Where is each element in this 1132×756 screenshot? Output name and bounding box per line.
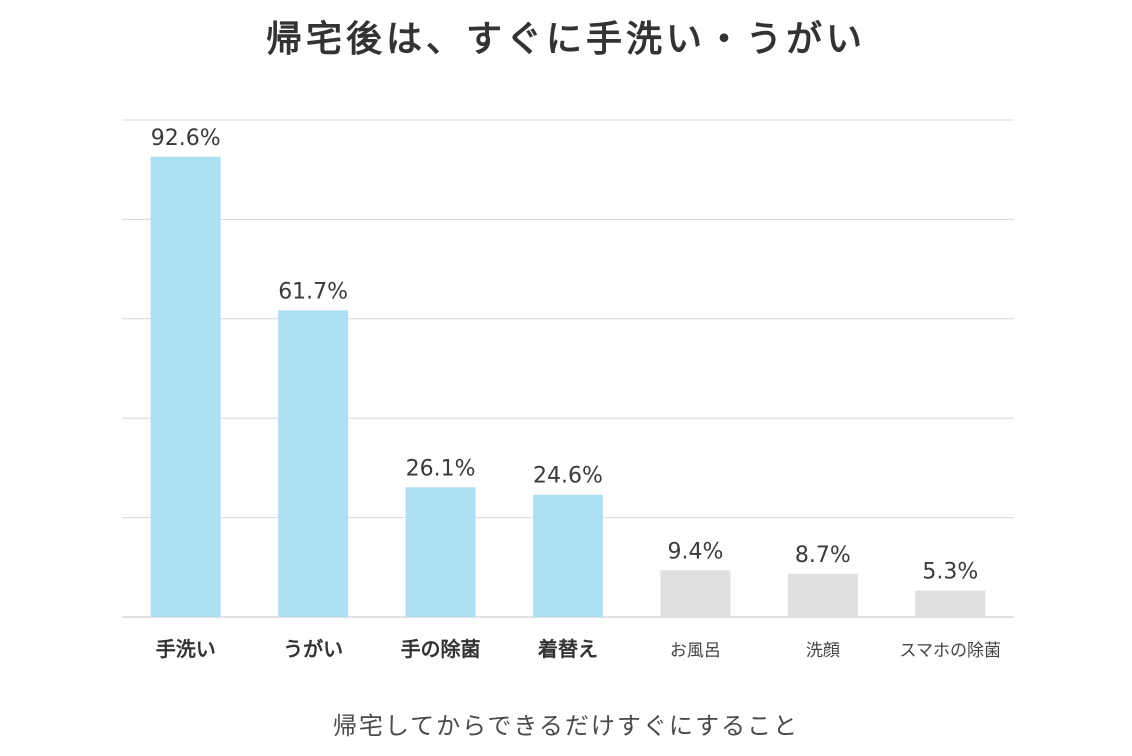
bar [660, 570, 731, 617]
bar [915, 590, 986, 617]
x-tick-label: 着替え [537, 637, 598, 661]
data-label: 9.4% [667, 539, 723, 564]
chart-title: 帰宅後は、すぐに手洗い・うがい [265, 19, 866, 60]
bar [787, 573, 858, 617]
data-label: 26.1% [406, 456, 476, 481]
x-tick-label: お風呂 [670, 641, 721, 661]
data-label: 92.6% [151, 126, 221, 151]
x-axis-label: 帰宅してからできるだけすぐにすること [332, 712, 800, 740]
data-label: 24.6% [533, 464, 603, 489]
bar [533, 494, 603, 617]
bar [278, 310, 349, 617]
x-tick-label: スマホの除菌 [900, 641, 1002, 661]
x-tick-label: 洗顔 [806, 641, 840, 661]
data-label: 5.3% [922, 560, 978, 585]
data-label: 8.7% [795, 543, 851, 568]
x-tick-label: うがい [283, 637, 343, 661]
bar [150, 156, 221, 617]
bars [150, 156, 986, 617]
x-tick-label: 手洗い [156, 637, 216, 661]
x-tick-labels: 手洗い うがい 手の除菌 着替え お風呂 洗顔 スマホの除菌 [156, 637, 1001, 661]
x-tick-label: 手の除菌 [401, 637, 481, 661]
bar [405, 487, 476, 617]
data-label: 61.7% [278, 279, 348, 304]
value-labels: 92.6% 61.7% 26.1% 24.6% 9.4% 8.7% 5.3% [151, 126, 978, 585]
